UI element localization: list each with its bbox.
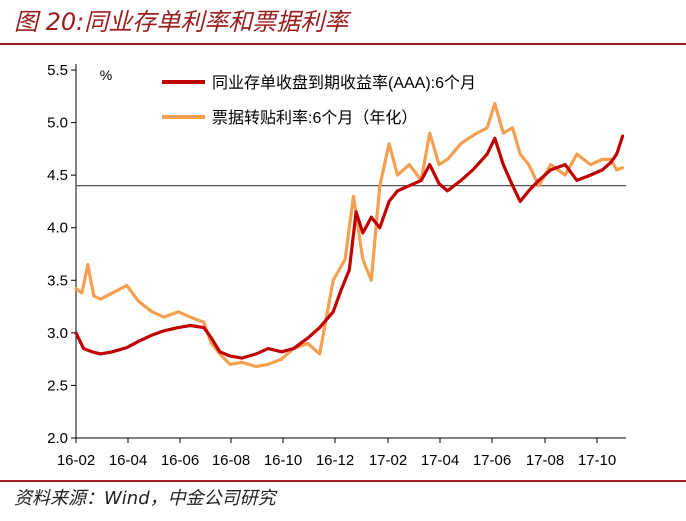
x-tick-label: 17-04 [421,452,459,469]
chart-axes: 2.0 2.5 3.0 3.5 4.0 4.5 5.0 5.5 % 16-02 16-04 16-06… [47,62,626,469]
x-tick-label: 17-08 [526,452,564,469]
legend-label-1: 同业存单收盘到期收益率(AAA):6个月 [212,73,476,92]
y-tick-label: 4.0 [47,220,68,237]
x-tick-label: 16-08 [212,452,250,469]
y-tick-label: 4.5 [47,167,68,184]
source-note: 资料来源：Wind，中金公司研究 [14,488,276,509]
x-tick-label: 16-10 [264,452,302,469]
source-rule [0,480,686,482]
x-tick-label: 16-06 [161,452,199,469]
y-tick-label: 5.0 [47,115,68,132]
x-tick-label: 16-04 [109,452,147,469]
series-line-2 [74,102,625,369]
y-unit-label: % [100,67,112,83]
x-tick-label: 16-12 [316,452,354,469]
x-tick-label: 16-02 [57,452,95,469]
y-tick-label: 2.5 [47,377,68,394]
legend-label-2: 票据转贴利率:6个月（年化） [212,109,417,127]
y-tick-label: 3.5 [47,272,68,289]
x-tick-label: 17-06 [473,452,511,469]
figure-title: 图 20:同业存单利率和票据利率 [14,8,349,36]
x-tick-label: 17-10 [578,452,616,469]
y-tick-label: 2.0 [47,430,68,447]
y-tick-label: 3.0 [47,325,68,342]
series-line-1 [74,134,625,360]
title-rule [0,43,686,45]
x-tick-label: 17-02 [369,452,407,469]
y-tick-label: 5.5 [47,62,68,79]
chart-series [74,102,625,369]
